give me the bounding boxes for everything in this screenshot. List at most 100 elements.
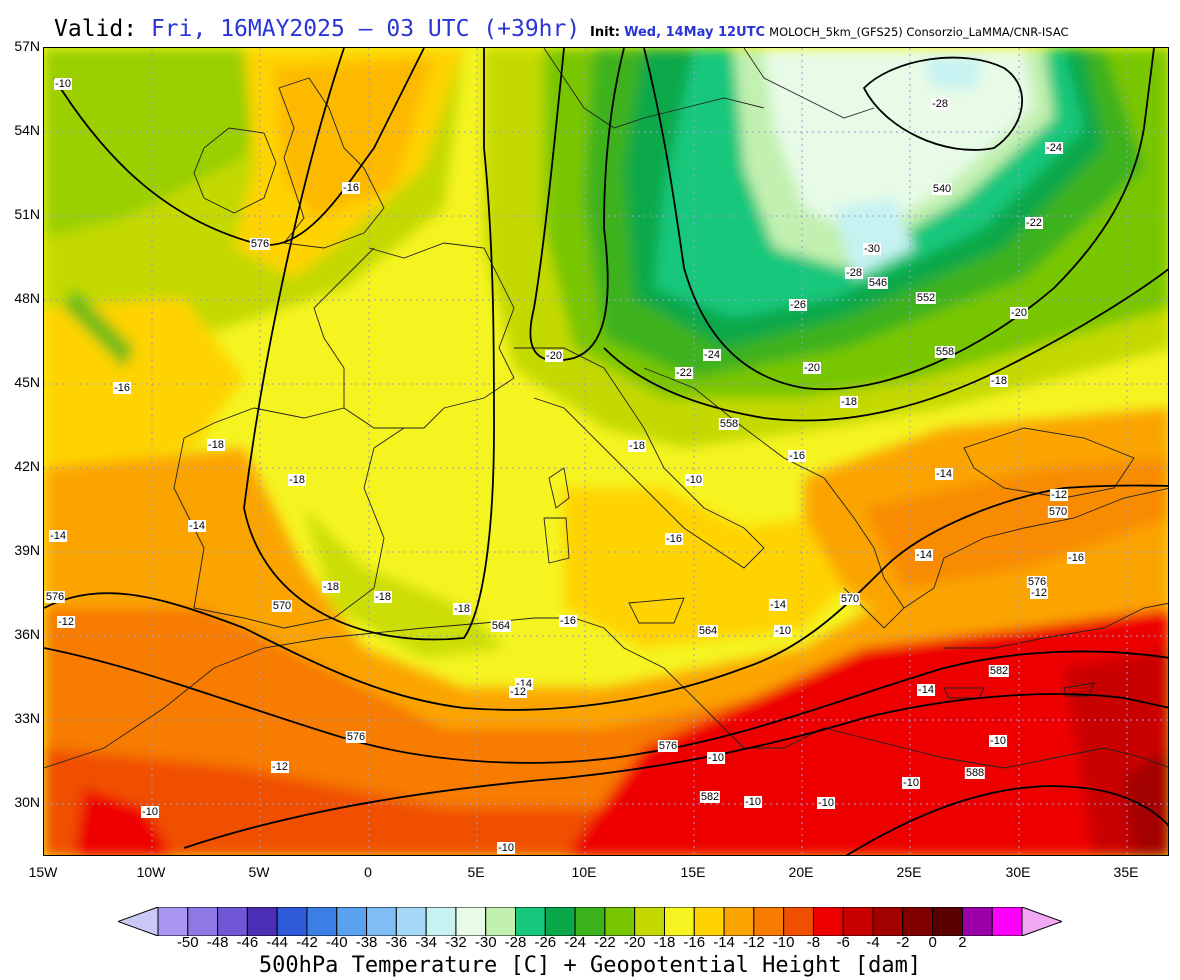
- colorbar-tick-label: -40: [325, 934, 348, 951]
- init-time: Init: Wed, 14May 12UTC MOLOCH_5km_(GFS25…: [590, 25, 1069, 40]
- lat-label: 51N: [14, 206, 40, 222]
- temp-label: -12: [1050, 489, 1068, 501]
- height-label: 576: [44, 591, 66, 603]
- temp-label: -18: [207, 439, 225, 451]
- temp-label: -16: [342, 182, 360, 194]
- temp-label: -10: [817, 797, 835, 809]
- lat-label: 33N: [14, 710, 40, 726]
- colorbar-swatch: [932, 907, 963, 936]
- colorbar-swatch: [574, 907, 606, 936]
- colorbar-tick-label: -42: [296, 934, 318, 951]
- colorbar-tick-label: -50: [176, 934, 199, 951]
- temp-label: -18: [453, 603, 471, 615]
- lon-label: 15W: [28, 864, 58, 880]
- lon-label: 5E: [467, 864, 485, 880]
- lon-label: 5W: [248, 864, 270, 880]
- colorbar-tick-label: -16: [683, 934, 706, 951]
- temp-label: -10: [707, 752, 725, 764]
- temp-label: -10: [989, 735, 1007, 747]
- colorbar-tick-label: -24: [564, 934, 586, 951]
- lon-label: 10E: [571, 864, 597, 880]
- colorbar-swatch: [991, 907, 1023, 936]
- colorbar-swatch: [604, 907, 636, 936]
- temp-label: -10: [685, 474, 703, 486]
- colorbar-tick-label: -32: [445, 934, 467, 951]
- colorbar-tick-label: -22: [594, 934, 616, 951]
- colorbar-swatch: [217, 907, 248, 936]
- colorbar-tick-label: -36: [385, 934, 408, 951]
- lat-label: 42N: [14, 458, 40, 474]
- colorbar-tick-label: -18: [653, 934, 676, 951]
- height-label: 582: [699, 791, 721, 803]
- temp-label: -18: [628, 440, 646, 452]
- colorbar-tick-label: -34: [415, 934, 437, 951]
- temp-label: -16: [559, 615, 577, 627]
- lat-label: 30N: [14, 794, 40, 810]
- height-label: 576: [345, 731, 367, 743]
- temp-label: -10: [54, 78, 72, 90]
- lon-label: 0: [364, 864, 372, 880]
- colorbar-swatch: [693, 907, 725, 936]
- height-label: 576: [657, 740, 679, 752]
- temp-label: -18: [288, 474, 306, 486]
- lat-label: 36N: [14, 626, 40, 642]
- temp-label: -12: [509, 686, 527, 698]
- colorbar-swatch: [753, 907, 785, 936]
- temp-label: -30: [863, 243, 881, 255]
- temp-label: -14: [915, 549, 933, 561]
- colorbar-swatch: [336, 907, 368, 936]
- temp-label: -22: [1025, 217, 1043, 229]
- colorbar-tick-label: -44: [266, 934, 289, 951]
- temp-label: -14: [935, 468, 953, 480]
- valid-time: Valid: Fri, 16MAY2025 — 03 UTC (+39hr): [54, 16, 580, 42]
- colorbar-swatch: [783, 907, 814, 936]
- lat-label: 39N: [14, 542, 40, 558]
- colorbar-swatch: [157, 907, 189, 936]
- coastlines: [44, 48, 1168, 769]
- height-label: 570: [271, 600, 293, 612]
- height-label: 570: [1047, 506, 1069, 518]
- height-label: 558: [934, 346, 956, 358]
- temp-label: -14: [769, 599, 787, 611]
- header-bar: Valid: Fri, 16MAY2025 — 03 UTC (+39hr) I…: [0, 0, 1180, 44]
- colorbar-tick-label: -26: [534, 934, 557, 951]
- temp-label: -10: [774, 625, 792, 637]
- colorbar-tick-label: -20: [623, 934, 646, 951]
- colorbar-swatch: [544, 907, 576, 936]
- lon-label: 25E: [896, 864, 922, 880]
- height-label: 582: [988, 665, 1010, 677]
- height-label: 564: [697, 625, 719, 637]
- temp-label: -22: [675, 367, 693, 379]
- lat-label: 54N: [14, 122, 40, 138]
- colorbar-tick-label: -8: [806, 934, 821, 951]
- plot-title: 500hPa Temperature [C] + Geopotential He…: [258, 953, 922, 978]
- colorbar-tick-label: -2: [896, 934, 910, 951]
- temp-label: -26: [789, 299, 807, 311]
- height-label: 576: [1026, 576, 1048, 588]
- colorbar-tick-label: -48: [206, 934, 229, 951]
- colorbar-swatch: [425, 907, 457, 936]
- weather-map: -28 -24 -16 -22 -30 -28 -26 -20 -24 -20 …: [43, 47, 1169, 856]
- temp-label: -10: [744, 796, 762, 808]
- height-label: 546: [867, 277, 889, 289]
- colorbar-tick-label: -12: [743, 934, 765, 951]
- temp-label: -18: [840, 396, 858, 408]
- colorbar-swatch: [246, 907, 278, 936]
- lat-label: 45N: [14, 374, 40, 390]
- temp-label: -14: [188, 520, 206, 532]
- colorbar-swatch: [455, 907, 487, 936]
- colorbar-swatch: [395, 907, 427, 936]
- colorbar: [118, 907, 1062, 936]
- height-label: 570: [839, 593, 861, 605]
- valid-value: Fri, 16MAY2025 — 03 UTC (+39hr): [150, 16, 581, 42]
- temp-label: -10: [141, 806, 159, 818]
- colorbar-tick-label: -28: [504, 934, 527, 951]
- temp-label: -18: [322, 581, 340, 593]
- height-label: 540: [931, 183, 953, 195]
- temp-label: -12: [271, 761, 289, 773]
- temp-label: -18: [990, 375, 1008, 387]
- temp-label: -14: [917, 684, 935, 696]
- colorbar-swatch: [187, 907, 219, 936]
- height-label: 552: [915, 292, 937, 304]
- temp-label: -14: [49, 530, 67, 542]
